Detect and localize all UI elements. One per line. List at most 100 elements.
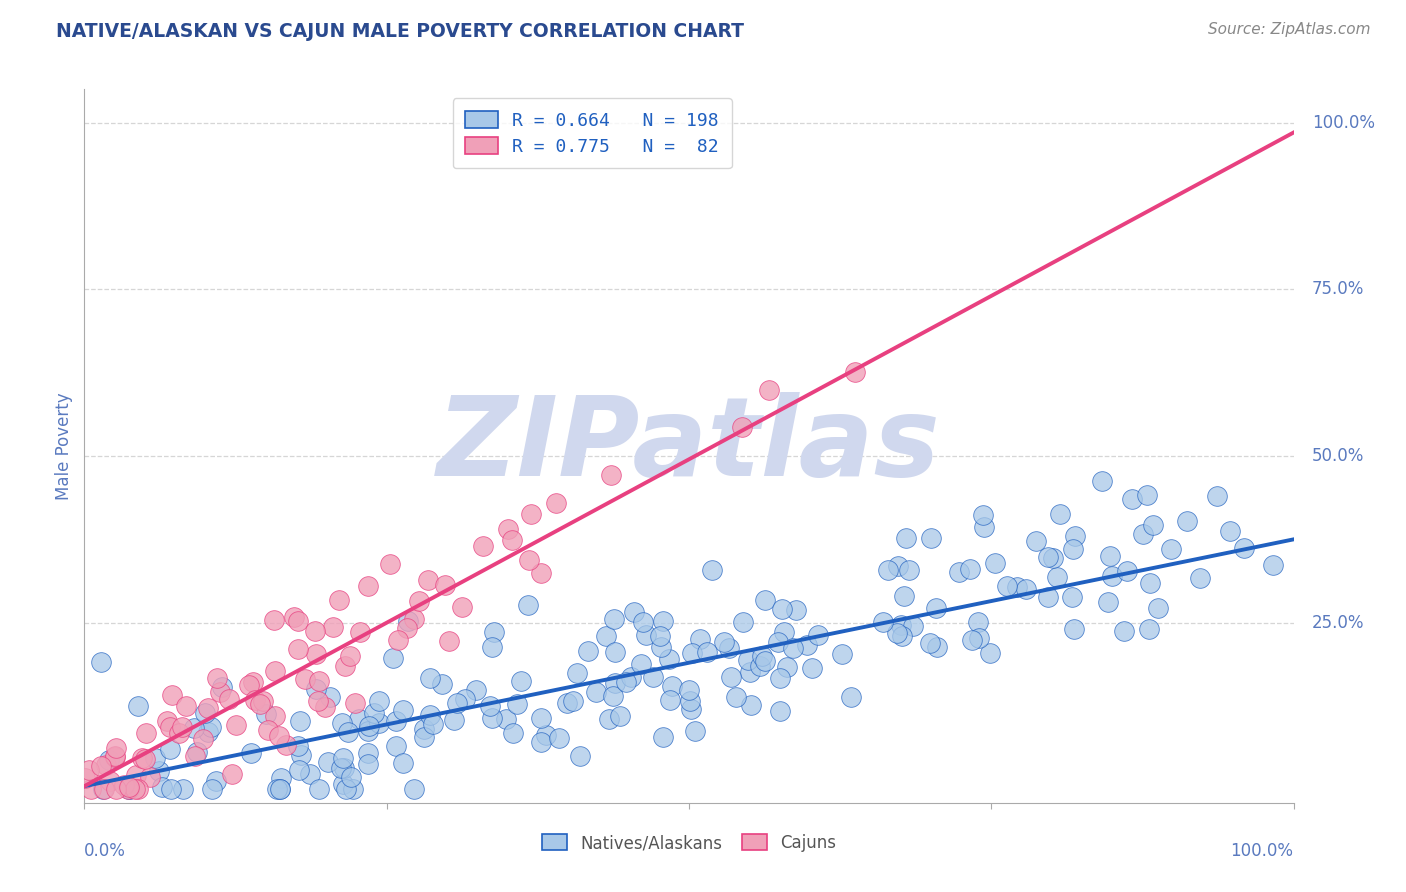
Point — [330, 715, 353, 730]
Point — [159, 742, 181, 756]
Point — [118, 782, 141, 797]
Point — [349, 625, 371, 640]
Point — [1121, 492, 1143, 507]
Point — [396, 614, 419, 628]
Point — [159, 720, 181, 734]
Point — [689, 632, 711, 647]
Point — [918, 636, 941, 650]
Y-axis label: Male Poverty: Male Poverty — [55, 392, 73, 500]
Point — [995, 579, 1018, 593]
Point — [769, 704, 792, 718]
Point — [1042, 550, 1064, 565]
Point — [1263, 558, 1285, 573]
Point — [430, 677, 453, 691]
Point — [785, 603, 807, 617]
Point — [221, 767, 243, 781]
Point — [509, 673, 531, 688]
Point — [357, 746, 380, 760]
Point — [886, 626, 908, 640]
Point — [288, 763, 311, 777]
Point — [408, 594, 430, 608]
Point — [172, 720, 194, 734]
Text: 0.0%: 0.0% — [84, 842, 127, 860]
Point — [1160, 542, 1182, 557]
Point — [598, 712, 620, 726]
Point — [1101, 569, 1123, 583]
Point — [534, 728, 557, 742]
Point — [387, 633, 409, 648]
Point — [658, 652, 681, 666]
Point — [1091, 474, 1114, 488]
Point — [724, 690, 747, 704]
Point — [768, 671, 790, 685]
Point — [740, 698, 762, 712]
Point — [517, 552, 540, 566]
Point — [287, 739, 309, 753]
Text: 100.0%: 100.0% — [1312, 113, 1375, 131]
Point — [290, 747, 312, 762]
Point — [599, 468, 621, 483]
Point — [307, 693, 329, 707]
Point — [105, 741, 128, 756]
Point — [419, 708, 441, 723]
Point — [91, 782, 114, 797]
Point — [363, 706, 385, 720]
Point — [585, 685, 607, 699]
Point — [127, 782, 149, 797]
Point — [269, 782, 291, 797]
Point — [105, 782, 128, 797]
Point — [650, 640, 672, 655]
Point — [148, 764, 170, 778]
Point — [984, 556, 1007, 570]
Point — [925, 640, 948, 655]
Point — [287, 642, 309, 657]
Point — [357, 723, 380, 738]
Point — [305, 681, 328, 696]
Point — [1139, 576, 1161, 591]
Point — [1064, 529, 1087, 543]
Point — [298, 767, 321, 781]
Point — [238, 678, 260, 692]
Point — [104, 750, 127, 764]
Point — [1233, 541, 1256, 555]
Legend: Natives/Alaskans, Cajuns: Natives/Alaskans, Cajuns — [534, 828, 844, 859]
Text: 100.0%: 100.0% — [1230, 842, 1294, 860]
Point — [197, 700, 219, 714]
Point — [266, 782, 288, 797]
Point — [1063, 622, 1085, 636]
Point — [104, 748, 127, 763]
Point — [1005, 580, 1028, 594]
Point — [520, 508, 543, 522]
Point — [308, 782, 330, 797]
Point — [966, 615, 988, 629]
Point — [335, 658, 357, 673]
Point — [172, 782, 194, 797]
Point — [609, 708, 631, 723]
Point — [631, 615, 654, 630]
Point — [96, 758, 118, 772]
Point — [893, 589, 915, 603]
Point — [205, 671, 228, 685]
Point — [439, 634, 461, 648]
Point — [530, 711, 553, 725]
Point — [1015, 582, 1038, 596]
Point — [267, 729, 290, 743]
Point — [1175, 514, 1198, 528]
Point — [156, 714, 179, 728]
Text: Source: ZipAtlas.com: Source: ZipAtlas.com — [1208, 22, 1371, 37]
Point — [920, 531, 942, 545]
Point — [751, 648, 773, 663]
Point — [205, 773, 228, 788]
Point — [225, 717, 247, 731]
Point — [603, 612, 626, 626]
Point — [131, 750, 153, 764]
Point — [1132, 526, 1154, 541]
Point — [117, 782, 139, 797]
Point — [330, 761, 353, 775]
Point — [897, 563, 920, 577]
Point — [368, 716, 391, 731]
Point — [385, 739, 408, 753]
Point — [891, 629, 914, 643]
Point — [681, 702, 703, 716]
Point — [872, 615, 894, 629]
